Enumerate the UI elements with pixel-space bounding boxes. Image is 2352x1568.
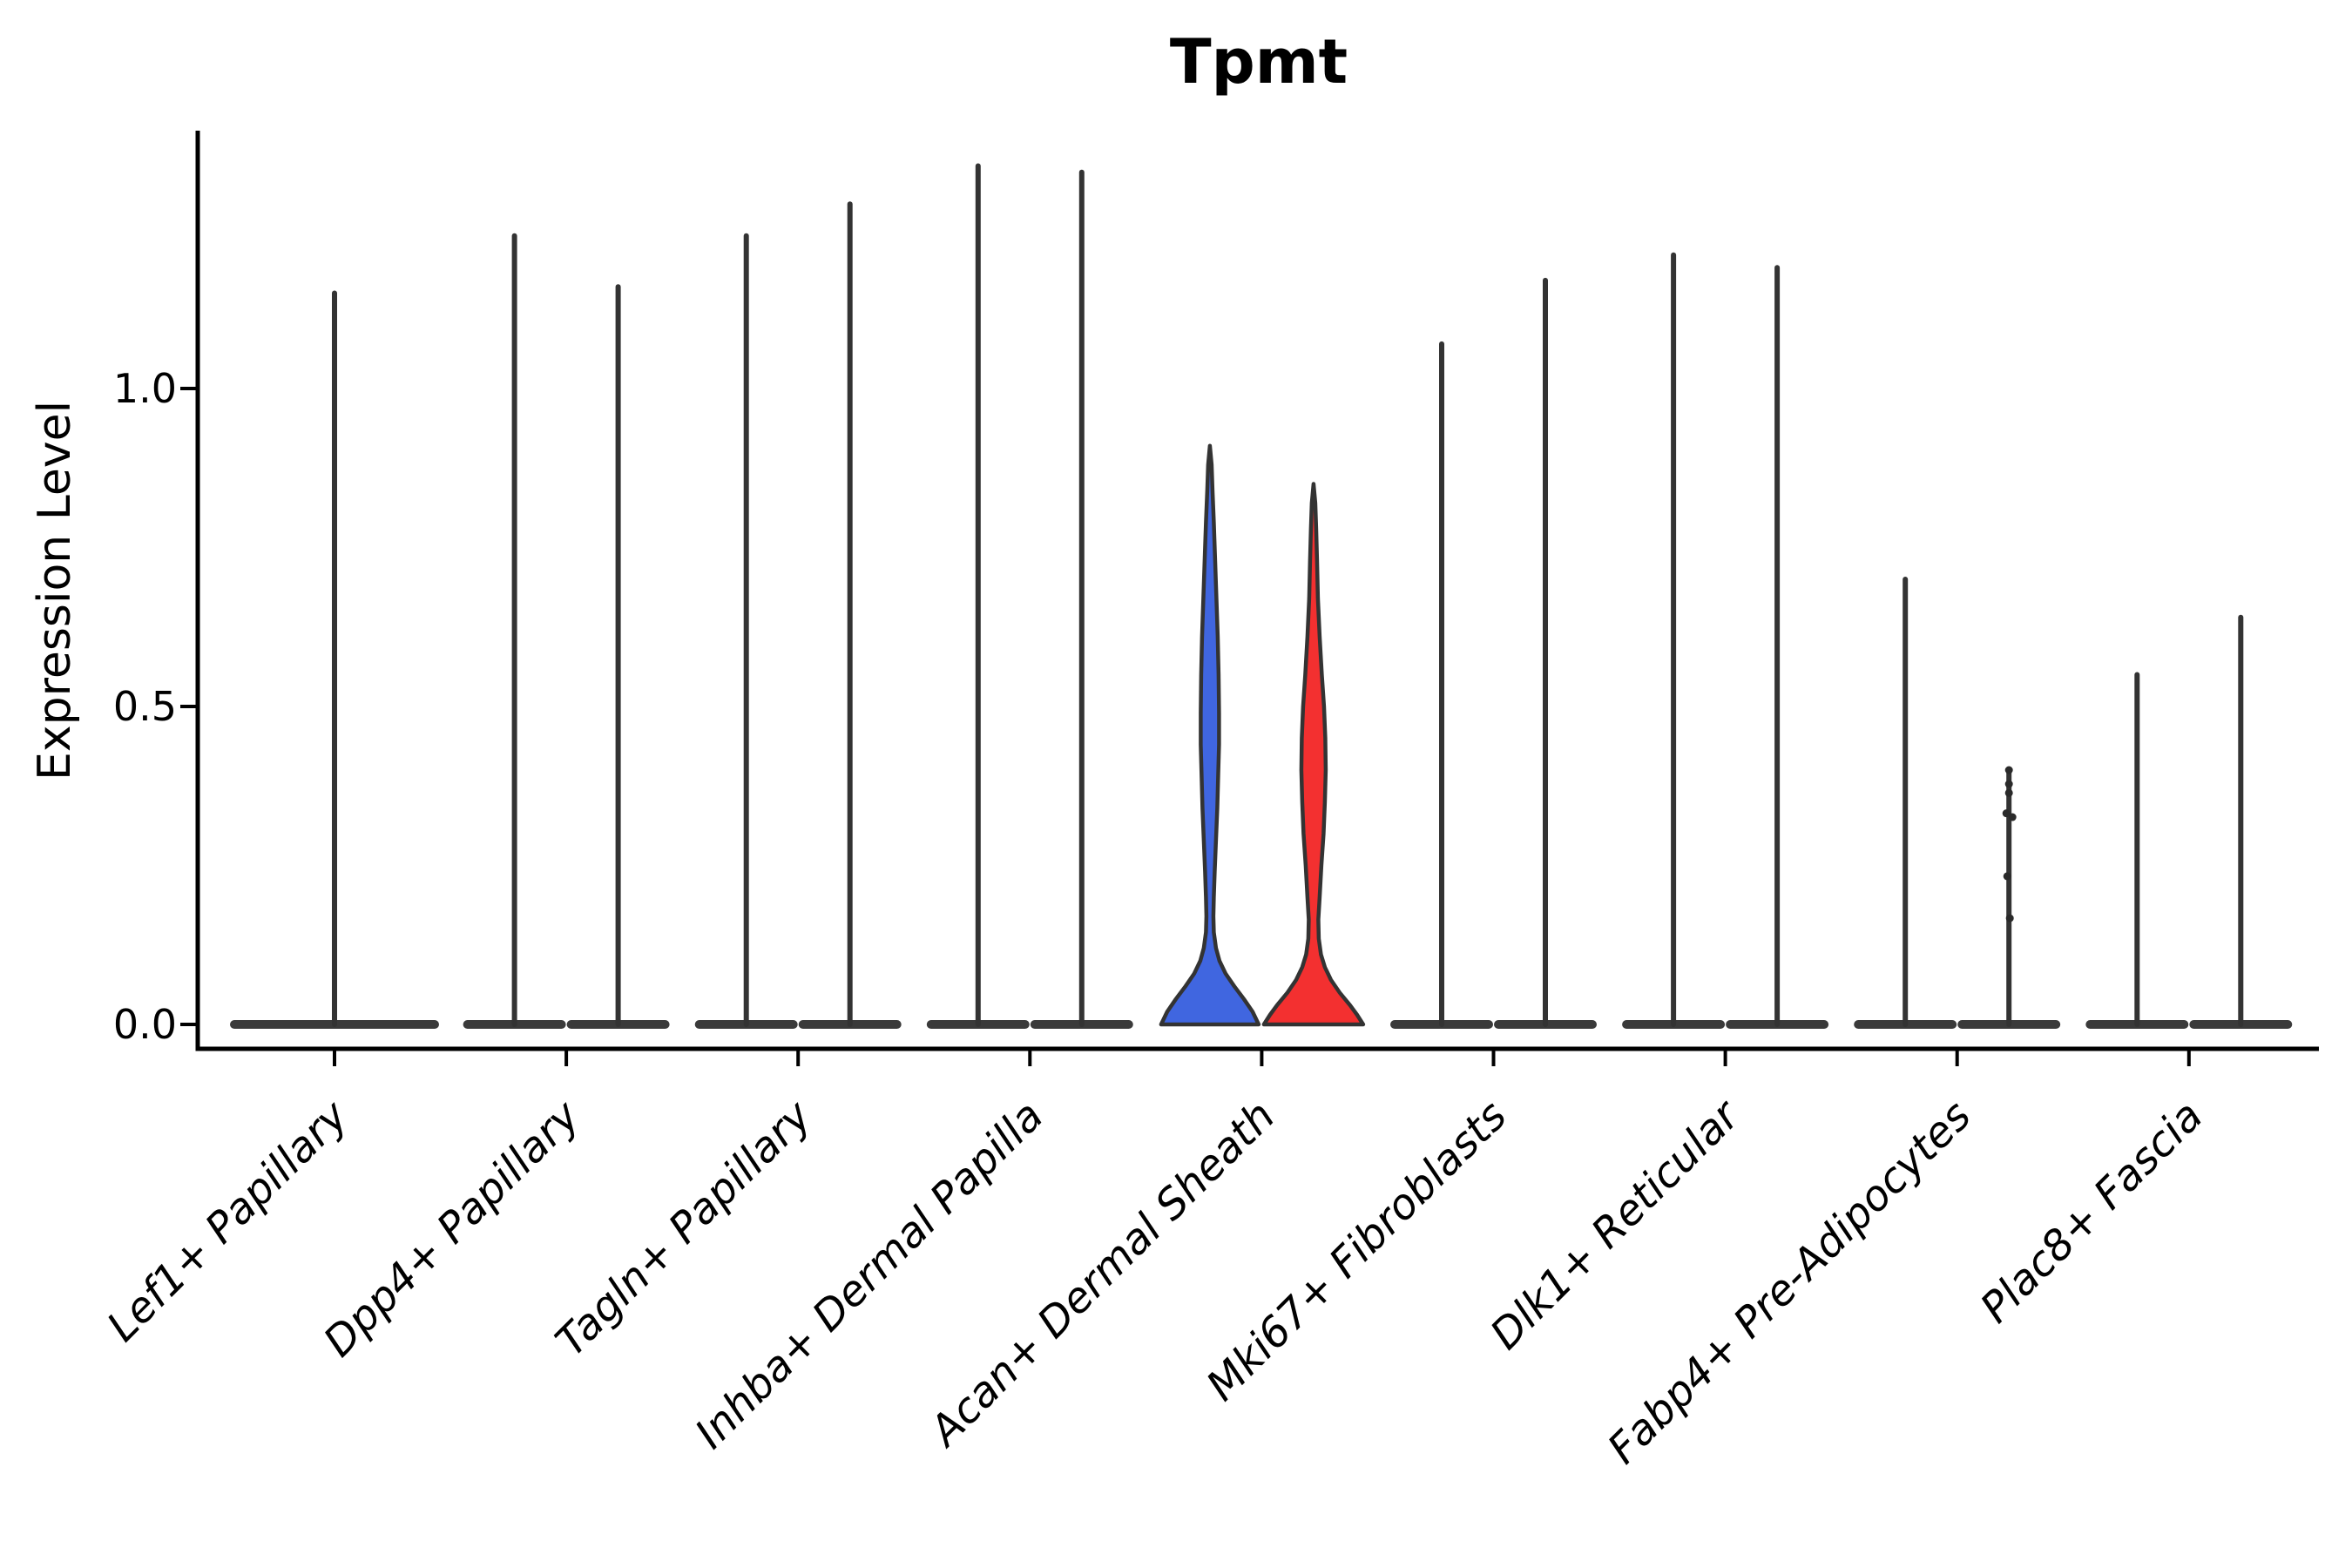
violin-mki67-fibroblasts-left	[1390, 341, 1493, 1029]
violin-dpp4-papillary-left	[463, 233, 566, 1029]
violin-fabp4-pre-adipocytes-left	[1854, 577, 1957, 1029]
violin-dpp4-papillary-right	[566, 284, 670, 1029]
violin-body	[1261, 482, 1366, 1027]
jitter-point	[2004, 780, 2013, 788]
violin-fabp4-pre-adipocytes-right	[1957, 766, 2061, 1029]
violin-plac8-fascia-right	[2189, 614, 2293, 1029]
x-tick-label-dpp4: Dpp4+ Papillary	[314, 1091, 590, 1366]
violin-inhba-dermal-papilla-left	[926, 163, 1030, 1029]
jitter-point	[2005, 914, 2014, 923]
jitter-point	[2002, 809, 2011, 818]
violin-acan-dermal-sheath-right	[1261, 482, 1366, 1027]
jitter-point	[2008, 813, 2017, 821]
y-axis-label: Expression Level	[29, 401, 81, 781]
jitter-point	[2004, 766, 2013, 774]
axes-layer	[180, 131, 2319, 1066]
violin-tagln-papillary-left	[694, 233, 798, 1029]
x-tick-label-plac8: Plac8+ Fascia	[1971, 1092, 2213, 1333]
jitter-point	[2003, 872, 2011, 881]
x-tick-label-tagln: Tagln+ Papillary	[546, 1091, 821, 1366]
violin-dlk1-reticular-right	[1726, 265, 1829, 1029]
x-tick-label-lef1: Lef1+ Papillary	[98, 1091, 358, 1351]
violin-body	[1159, 443, 1261, 1027]
violin-mki67-fibroblasts-right	[1494, 277, 1597, 1029]
y-tick-label-0: 0.0	[113, 1001, 177, 1048]
x-tick-label-dlk1: Dlk1+ Reticular	[1481, 1090, 1751, 1360]
violin-tagln-papillary-right	[798, 201, 902, 1029]
violin-lef1-papillary-center	[230, 290, 439, 1029]
chart-title: Tpmt	[1170, 26, 1348, 98]
violin-inhba-dermal-papilla-right	[1030, 169, 1133, 1029]
violin-acan-dermal-sheath-left	[1159, 443, 1261, 1027]
y-tick-label-10: 1.0	[113, 365, 177, 412]
jitter-point	[2004, 788, 2013, 797]
violins-layer	[230, 163, 2293, 1029]
violin-dlk1-reticular-left	[1622, 252, 1726, 1029]
y-tick-label-05: 0.5	[113, 683, 177, 730]
violin-plac8-fascia-left	[2085, 672, 2189, 1029]
